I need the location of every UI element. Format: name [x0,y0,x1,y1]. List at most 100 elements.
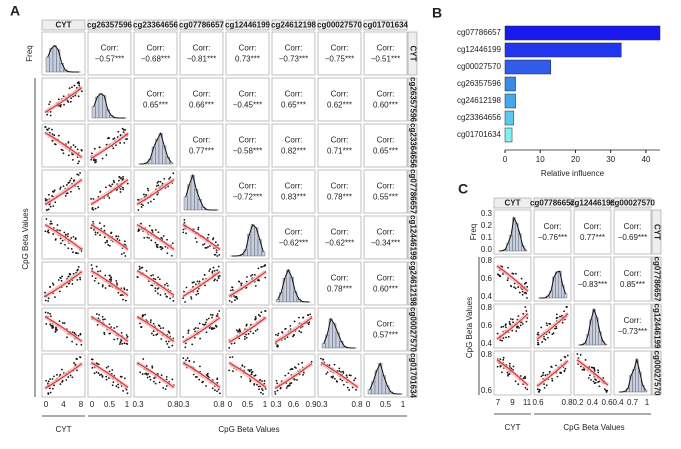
scatter-dot [101,315,104,318]
fit-line [136,179,175,205]
scatter-dot [205,246,208,249]
scatter-dot [194,375,197,378]
scatter-dot [341,379,344,382]
scatter-dot [216,378,219,381]
scatter-dot [205,331,208,334]
scatter-dot [284,338,286,340]
scatter-dot [584,359,587,361]
scatter-dot [186,357,189,359]
scatter-dot [295,367,297,369]
fit-line [228,362,267,388]
scatter-dot [123,252,125,254]
scatter-dot [592,380,595,383]
scatter-dot [121,179,124,181]
scatter-dot [538,389,541,391]
scatter-dot [507,374,509,377]
corr-label: Corr: [331,136,349,145]
scatter-dot [92,198,95,200]
scatter-dot [510,318,512,320]
scatter-dot [334,377,336,380]
density [277,268,310,303]
scatter-dot [69,374,72,377]
corr-label: Corr: [193,90,211,99]
scatter-dot [78,84,81,87]
corr-value: 0.65*** [143,101,168,110]
scatter-dot [536,388,539,391]
scatter-dot [67,101,70,103]
scatter-dot [202,243,204,246]
scatter-dot [263,265,265,268]
scatter-dot [504,324,507,327]
category-label: cg24612198 [457,96,502,105]
scatter-dot [61,275,63,278]
scatter-dot [518,326,520,329]
corr-label: Corr: [147,90,165,99]
scatter-dot [169,176,172,179]
scatter-dot [122,175,124,178]
scatter-dot [214,278,216,281]
panel [179,31,224,76]
scatter-dot [514,380,517,383]
scatter-dot [191,343,194,346]
scatter-dot [56,224,59,226]
scatter-dot [153,380,155,383]
corr-label: Corr: [377,274,395,283]
scatter-dot [162,387,165,389]
scatter-dot [103,236,106,239]
scatter-dot [193,281,195,284]
y-tick-label: 0.0 [481,245,493,254]
scatter-dot [166,284,169,287]
scatter-dot [248,370,251,373]
scatter-dot [543,386,546,389]
panel [133,31,178,76]
x-tick-label: 0 [503,155,508,164]
corr-value: 0.82*** [281,147,306,156]
fit-line [44,87,83,113]
x-axis-label: Relative influence [541,169,605,178]
scatter-dot [107,244,110,246]
scatter-dot [518,291,521,294]
scatter-dot [211,271,214,274]
strip [133,19,178,31]
scatter-dot [198,322,201,325]
scatter-dot [511,318,514,321]
scatter-dot [232,370,234,373]
scatter-dot [63,231,66,234]
scatter-dot [188,360,191,363]
histogram-bar [367,389,372,395]
panel [573,256,612,302]
scatter-dot [118,179,120,182]
scatter-dot [77,95,80,98]
scatter-dot [195,241,198,243]
scatter-dot [91,152,93,155]
fit-line [44,179,83,205]
scatter-dot [245,323,248,326]
scatter-dot [122,131,125,134]
fit-line [536,313,569,340]
scatter-dot [59,276,62,279]
scatter-dot [119,191,122,193]
scatter-dot [166,238,168,241]
scatter-dot [213,269,216,272]
scatter-dot [124,255,127,257]
scatter-dot [76,369,78,372]
scatter-dot [116,238,119,240]
corr-label: Corr: [377,136,395,145]
scatter-dot [521,293,524,296]
column-label: cg26357596 [87,21,132,30]
strip [651,256,662,302]
scatter-dot [253,273,256,276]
x-tick-label: 0 [366,400,371,409]
scatter-dot [126,182,129,185]
category-label: cg07786657 [457,28,502,37]
scatter-dot [138,268,141,270]
bar [504,127,513,143]
scatter-dot [548,370,551,373]
scatter-dot [326,371,329,374]
scatter-dot [229,356,231,359]
scatter-dot [119,188,122,191]
scatter-dot [76,81,79,84]
scatter-dot [59,237,62,240]
scatter-dot [182,297,184,300]
x-tick-label: 0.6 [532,398,544,407]
